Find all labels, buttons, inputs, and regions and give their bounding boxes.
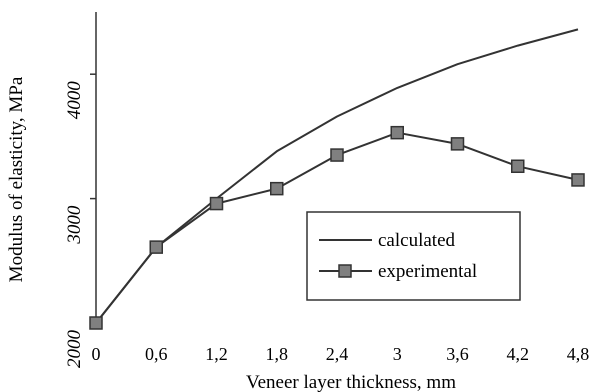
data-point-experimental	[571, 173, 585, 187]
legend-label-experimental: experimental	[378, 261, 477, 282]
data-point-experimental	[270, 181, 284, 196]
series-calculated	[95, 28, 579, 324]
x-tick-label: 4,8	[567, 344, 590, 364]
legend: calculated experimental	[306, 211, 521, 301]
x-axis-ticks: 0 0,6 1,2 1,8 2,4 3 3,6 4,2 4,8	[92, 344, 590, 364]
x-tick-label: 2,4	[326, 344, 349, 364]
data-point-experimental	[330, 148, 344, 162]
y-axis-ticks: 2000 3000 4000	[64, 73, 96, 369]
y-tick-label: 4000	[64, 81, 85, 120]
x-tick-label: 3,6	[446, 344, 469, 364]
x-axis-title: Veneer layer thickness, mm	[246, 372, 456, 392]
legend-label-calculated: calculated	[378, 230, 456, 251]
series-experimental	[89, 125, 585, 330]
data-point-experimental	[390, 125, 404, 140]
series-layer	[89, 28, 585, 330]
legend-marker-experimental	[338, 264, 352, 278]
series-line-calculated	[95, 28, 579, 324]
axes: 2000 3000 4000 0 0,6 1,2 1,8 2,4 3 3,6 4,2 4,8	[64, 12, 589, 368]
data-point-experimental	[149, 240, 163, 254]
x-tick-label: 4,2	[507, 344, 530, 364]
data-point-experimental	[89, 316, 103, 330]
x-tick-label: 1,8	[266, 344, 289, 364]
legend-box	[306, 211, 521, 301]
y-tick-label: 3000	[64, 205, 85, 245]
x-tick-label: 1,2	[205, 344, 228, 364]
x-tick-label: 0	[92, 344, 101, 364]
x-tick-label: 3	[393, 344, 402, 364]
x-tick-label: 0,6	[145, 344, 168, 364]
data-point-experimental	[450, 137, 465, 151]
data-point-experimental	[511, 159, 525, 174]
data-point-experimental	[209, 196, 224, 211]
y-tick-label: 2000	[64, 330, 85, 369]
y-axis-title: Modulus of elasticity, MPa	[6, 76, 27, 282]
